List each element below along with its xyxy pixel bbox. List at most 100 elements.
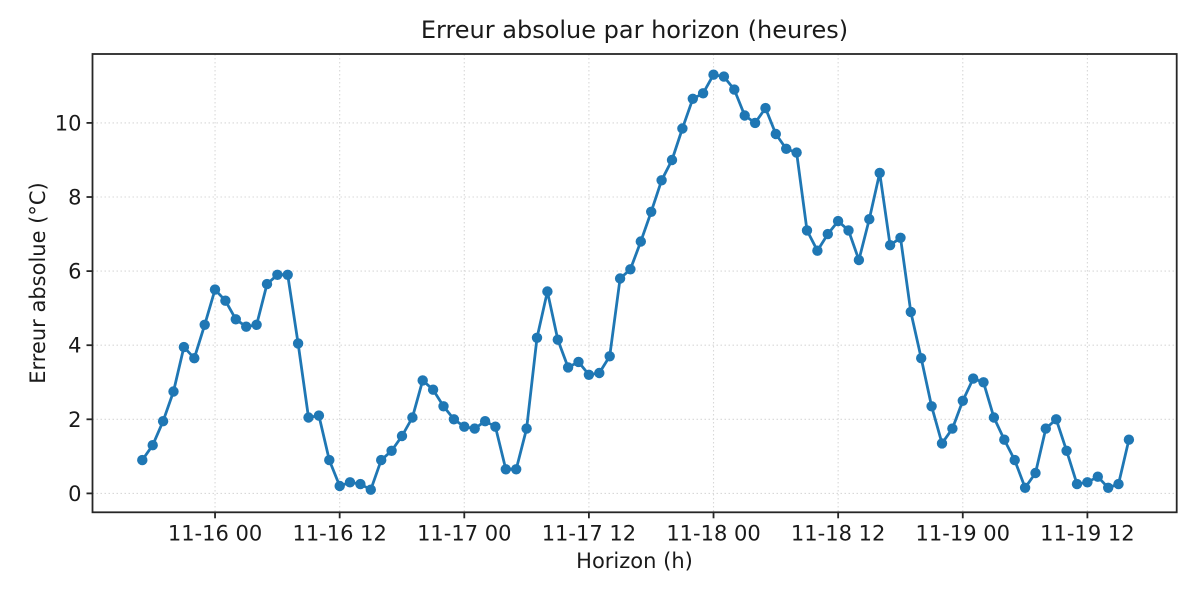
- data-point: [781, 143, 792, 154]
- data-point: [511, 464, 522, 475]
- data-point: [313, 410, 325, 421]
- data-point: [199, 319, 210, 330]
- data-point: [1009, 454, 1020, 466]
- data-point: [843, 225, 854, 236]
- y-tick-label: 0: [68, 482, 81, 506]
- data-point: [957, 395, 968, 406]
- data-point: [417, 375, 428, 386]
- data-point: [1103, 482, 1114, 493]
- data-point: [739, 110, 750, 121]
- data-point: [926, 401, 937, 412]
- data-point: [874, 167, 885, 179]
- data-point: [801, 225, 813, 236]
- data-point: [1123, 434, 1135, 445]
- data-point: [209, 284, 221, 295]
- x-tick-label: 11-17 00: [417, 521, 511, 545]
- data-point: [552, 334, 563, 345]
- data-point: [812, 245, 823, 256]
- data-point: [1061, 445, 1072, 456]
- data-point: [344, 477, 356, 488]
- data-point: [157, 416, 169, 427]
- series-line: [140, 73, 1131, 492]
- data-point: [583, 369, 595, 380]
- data-point: [469, 423, 480, 434]
- data-point: [594, 367, 605, 379]
- data-point: [791, 147, 802, 158]
- data-point: [988, 412, 1000, 423]
- data-point: [490, 421, 501, 432]
- data-point: [448, 414, 460, 425]
- data-point: [500, 464, 511, 475]
- data-point: [864, 214, 875, 225]
- data-point: [666, 154, 678, 166]
- data-point: [916, 353, 927, 364]
- x-tick-label: 11-17 12: [542, 521, 636, 545]
- data-point: [770, 128, 781, 140]
- data-point: [241, 321, 252, 332]
- data-point: [1040, 423, 1052, 434]
- y-axis-label: Erreur absolue (°C): [26, 182, 50, 384]
- data-point: [884, 240, 896, 251]
- y-tick-label: 4: [68, 334, 81, 358]
- data-point: [230, 314, 241, 325]
- data-point: [521, 423, 532, 434]
- data-point: [978, 377, 989, 388]
- data-point: [376, 454, 387, 466]
- data-point: [303, 412, 314, 423]
- x-tick-label: 11-18 00: [666, 521, 760, 545]
- data-point: [968, 373, 979, 384]
- data-point: [251, 319, 262, 330]
- data-point: [168, 386, 179, 397]
- data-point: [220, 295, 231, 306]
- x-tick-label: 11-19 12: [1040, 521, 1134, 545]
- data-point: [355, 478, 366, 490]
- data-point: [282, 269, 293, 280]
- data-point: [324, 454, 335, 466]
- x-tick-label: 11-16 00: [168, 521, 262, 545]
- data-point: [147, 440, 158, 451]
- y-tick-label: 2: [68, 408, 81, 432]
- data-point: [625, 264, 636, 275]
- data-point: [1113, 478, 1124, 490]
- data-point: [396, 430, 408, 442]
- x-tick-label: 11-19 00: [916, 521, 1010, 545]
- data-point: [936, 438, 948, 449]
- x-tick-label: 11-16 12: [292, 521, 386, 545]
- chart-title: Erreur absolue par horizon (heures): [420, 16, 849, 44]
- data-point: [562, 362, 574, 373]
- data-point: [573, 356, 584, 368]
- data-point: [729, 84, 740, 95]
- data-point: [832, 215, 844, 227]
- data-point: [427, 384, 439, 395]
- plot-border: [91, 53, 1178, 514]
- data-point: [1030, 467, 1041, 479]
- data-point: [947, 423, 958, 434]
- data-point: [272, 269, 283, 280]
- x-tick-label: 11-18 12: [791, 521, 885, 545]
- y-tick-label: 10: [55, 111, 82, 135]
- data-point: [365, 484, 376, 495]
- data-point: [646, 206, 657, 217]
- data-point: [1082, 477, 1093, 488]
- data-point: [479, 416, 491, 427]
- data-point: [697, 88, 709, 99]
- data-point: [137, 454, 148, 466]
- data-point: [614, 273, 626, 284]
- data-point: [1051, 414, 1062, 425]
- data-point: [531, 332, 543, 343]
- data-point: [905, 306, 916, 318]
- data-point: [604, 351, 615, 362]
- data-point: [708, 69, 719, 80]
- data-point: [178, 341, 190, 353]
- data-point: [407, 412, 418, 423]
- data-point: [189, 353, 200, 364]
- y-tick-label: 8: [68, 186, 81, 210]
- data-point: [895, 232, 906, 243]
- data-point: [438, 401, 449, 412]
- data-point: [386, 445, 397, 456]
- data-point: [334, 480, 345, 492]
- data-point: [1092, 471, 1104, 482]
- data-point: [749, 117, 761, 129]
